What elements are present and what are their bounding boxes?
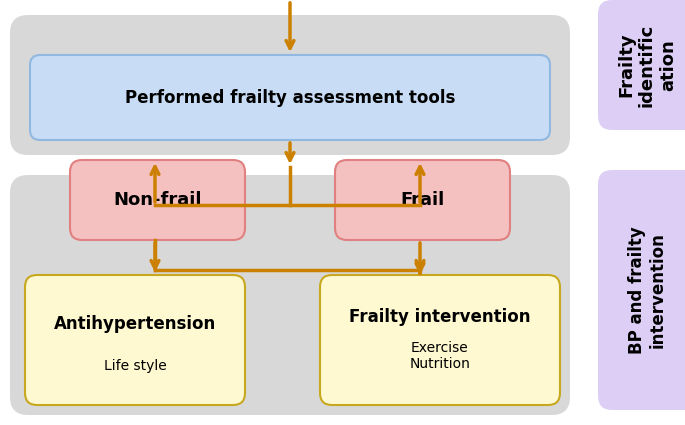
Text: Non-frail: Non-frail	[113, 191, 202, 209]
Text: Exercise
Nutrition: Exercise Nutrition	[410, 340, 471, 371]
Text: Frailty intervention: Frailty intervention	[349, 308, 531, 326]
FancyBboxPatch shape	[598, 0, 685, 130]
Text: Frailty
identific
ation: Frailty identific ation	[617, 23, 677, 107]
Text: Performed frailty assessment tools: Performed frailty assessment tools	[125, 88, 456, 107]
Text: Life style: Life style	[103, 359, 166, 373]
FancyBboxPatch shape	[25, 275, 245, 405]
FancyBboxPatch shape	[320, 275, 560, 405]
FancyBboxPatch shape	[30, 55, 550, 140]
Text: Frail: Frail	[400, 191, 445, 209]
FancyBboxPatch shape	[10, 175, 570, 415]
FancyBboxPatch shape	[335, 160, 510, 240]
Text: BP and frailty
intervention: BP and frailty intervention	[627, 226, 667, 354]
FancyBboxPatch shape	[598, 170, 685, 410]
FancyBboxPatch shape	[70, 160, 245, 240]
Text: Antihypertension: Antihypertension	[54, 315, 216, 333]
FancyBboxPatch shape	[10, 15, 570, 155]
